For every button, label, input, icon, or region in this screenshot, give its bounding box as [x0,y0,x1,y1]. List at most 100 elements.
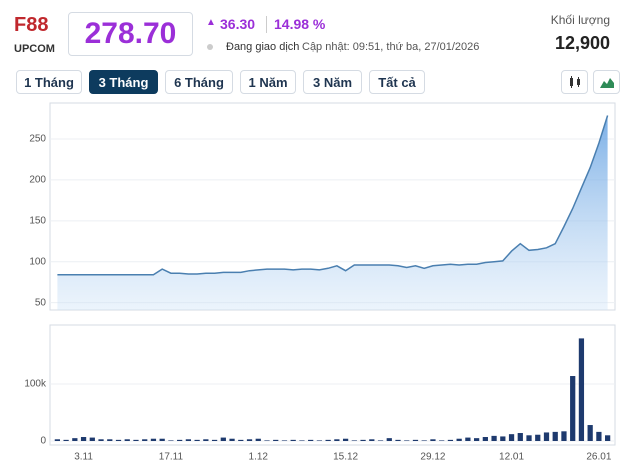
volume-bar [570,376,576,441]
volume-bar [107,439,113,441]
range-button[interactable]: 1 Năm [240,70,296,94]
updated: Cập nhật: 09:51, thứ ba, 27/01/2026 [302,41,480,53]
price: 278.70 [68,12,193,56]
volume-bar [194,439,200,441]
volume-bar [456,438,462,441]
volume-bar [229,438,235,441]
range-button[interactable]: 3 Tháng [89,70,158,94]
volume-bar [115,439,122,441]
exchange: UPCOM [14,43,55,55]
y-tick-label: 100k [24,379,47,390]
area-icon [599,78,614,88]
range-button[interactable]: 1 Tháng [16,70,82,94]
y-tick-label: 50 [35,297,47,308]
volume-bar [325,439,331,441]
volume-bar [185,439,192,441]
range-button[interactable]: 6 Tháng [165,70,233,94]
volume-bar [342,438,349,441]
volume-bar [561,431,567,441]
volume-bar [500,436,506,441]
volume-bar [605,435,611,441]
x-tick-label: 15.12 [333,452,358,463]
x-tick-label: 1.12 [249,452,269,463]
status-dot [207,44,213,50]
x-tick-label: 12.01 [499,452,524,463]
volume-bar [351,440,357,441]
volume-bar [508,434,515,441]
y-tick-label: 250 [29,134,46,145]
volume: 12,900 [554,33,610,53]
volume-bar [80,437,87,441]
volume-bar [290,439,296,441]
volume-bar [465,437,471,441]
volume-bar [220,437,226,441]
x-tick-label: 3.11 [74,452,93,463]
volume-bar [473,438,480,441]
volume-bar [377,440,384,441]
volume-bar [150,438,157,441]
volume-bar [211,439,218,441]
volume-bar [203,439,209,441]
candlestick-toggle[interactable] [561,70,588,94]
volume-bar [596,431,602,441]
volume-bar [360,439,366,441]
volume-bar [168,440,174,441]
volume-label: Khối lượng [550,13,610,27]
status: Đang giao dịch [226,41,300,53]
volume-bar [89,437,95,441]
volume-bar [587,425,593,441]
area-toggle[interactable] [593,70,620,94]
volume-bar [299,440,305,441]
up-arrow: ▲ [206,17,216,28]
volume-panel [49,324,616,446]
volume-bar [142,439,148,441]
volume-bar [395,439,401,441]
volume-bar [430,439,436,441]
range-button[interactable]: 3 Năm [303,70,362,94]
volume-bar [316,440,323,441]
volume-bar [177,439,183,441]
volume-bar [246,439,253,441]
volume-bar [72,438,78,441]
volume-bar [491,435,497,441]
x-tick-label: 29.12 [420,452,445,463]
area-fill [57,115,608,310]
x-tick-label: 17.11 [159,452,184,463]
y-tick-label: 200 [29,175,46,186]
volume-bar [264,440,270,441]
volume-bar [552,431,558,441]
volume-bar [273,439,279,441]
volume-bar [63,439,69,441]
volume-bar [369,439,375,441]
price-line [57,115,609,276]
volume-bar [308,439,314,441]
volume-bar [412,439,419,441]
divider [266,16,267,33]
volume-bar [535,434,541,441]
volume-bar [133,439,139,441]
range-button[interactable]: Tất cả [369,70,425,94]
volume-bar [334,439,340,441]
volume-bar [386,438,392,441]
x-tick-label: 26.01 [586,452,611,463]
volume-bar [124,439,130,441]
volume-bar [238,439,244,441]
change-pct: 14.98 % [274,16,326,32]
volume-bar [98,439,104,441]
candle-icon [569,76,580,88]
volume-bar [159,438,165,441]
y-tick-label: 150 [29,215,46,226]
volume-bar [439,440,445,441]
volume-bar [281,440,288,441]
volume-bar [255,438,261,441]
y-tick-label: 0 [40,436,46,447]
volume-bar [517,433,523,441]
change: 36.30 [220,16,256,32]
volume-bar [578,338,585,441]
volume-bar [404,440,410,441]
volume-bar [526,435,532,441]
volume-bar [54,439,60,441]
volume-bar [543,432,550,441]
